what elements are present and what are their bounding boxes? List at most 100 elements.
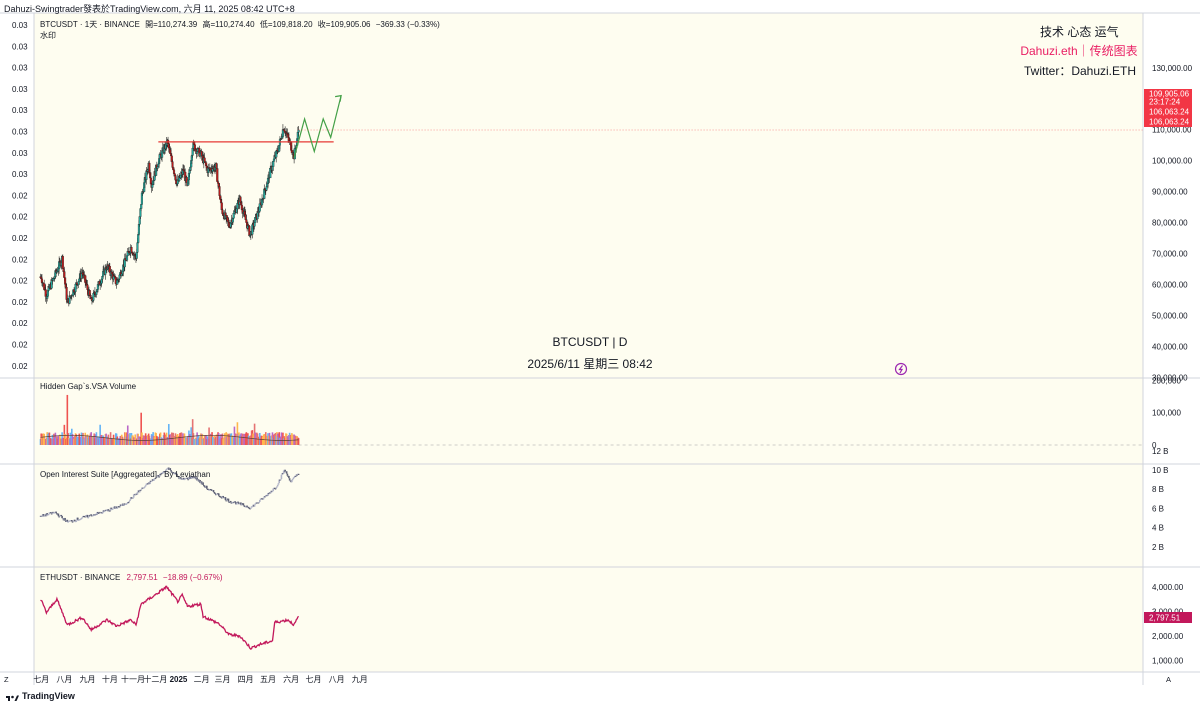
oi-bar — [181, 478, 184, 480]
axes: 130,000.00120,000.00110,000.00100,000.00… — [0, 12, 1200, 685]
auto-scale-button[interactable]: A — [1166, 675, 1172, 684]
oi-bar — [277, 483, 280, 485]
oi-bar — [280, 474, 283, 480]
branding-text: TradingView — [22, 691, 75, 701]
oi-bar — [109, 510, 111, 512]
candle-body-up — [140, 204, 143, 209]
oi-bar — [159, 474, 161, 477]
watermark-label[interactable]: 水印 — [40, 31, 56, 40]
oi-bar — [127, 502, 130, 504]
annotation-author: Dahuzi.eth｜传统图表 — [1020, 44, 1138, 58]
oi-bar — [217, 493, 220, 496]
chart-center-title: BTCUSDT | D — [552, 335, 628, 349]
oi-bar — [272, 488, 275, 491]
time-axis-background — [0, 672, 1200, 686]
oi-bar — [80, 517, 83, 520]
eth-price-line[interactable] — [40, 585, 300, 650]
candle-body-up — [297, 129, 300, 133]
oi-bar — [60, 514, 63, 517]
price-tick-label: 70,000.00 — [1152, 250, 1188, 259]
eth-symbol[interactable]: ETHUSDT · BINANCE — [40, 573, 121, 582]
candle-body-down — [61, 256, 64, 269]
candle-body-up — [135, 252, 138, 259]
oi-bar — [250, 507, 252, 509]
volume-average-line — [40, 434, 299, 441]
volume-bar — [297, 438, 300, 445]
oi-bar — [279, 479, 282, 481]
volume-bar — [191, 419, 194, 445]
oi-bar — [214, 492, 216, 495]
left-scale-label: 0.02 — [12, 319, 28, 328]
time-tick-label: 七月 — [33, 675, 49, 684]
volume-bar — [264, 432, 267, 445]
annotation-slogan: 技术 心态 运气 — [1040, 25, 1119, 39]
lightning-icon[interactable] — [894, 362, 908, 376]
oi-bar — [187, 479, 189, 481]
oi-bar — [149, 480, 151, 485]
oi-bar — [224, 497, 227, 501]
oi-bar — [88, 515, 91, 517]
oi-bar — [138, 489, 141, 493]
left-scale-label: 0.03 — [12, 128, 28, 137]
chart-background — [34, 13, 1143, 685]
ohlc-close: 收=109,905.06 — [317, 20, 371, 29]
price-tick-label: 50,000.00 — [1152, 312, 1188, 321]
oi-bar — [284, 469, 286, 473]
oi-bar — [103, 510, 106, 513]
oi-bar — [90, 514, 93, 516]
oi-bar — [110, 507, 113, 509]
oi-bar — [140, 489, 142, 491]
branding[interactable]: TradingView — [6, 691, 75, 701]
candle-body-down — [216, 168, 219, 182]
volume-pane-title[interactable]: Hidden Gap`s.VSA Volume — [40, 382, 137, 391]
oi-bar — [286, 473, 289, 476]
oi-bar — [67, 521, 69, 523]
oi-bar — [275, 487, 278, 489]
oi-bar — [288, 478, 291, 481]
oi-bar — [246, 505, 248, 508]
left-scale-label: 0.03 — [12, 85, 28, 94]
oi-bar — [94, 514, 96, 516]
oi-bar — [203, 485, 205, 487]
oi-bar — [182, 477, 185, 480]
price-tag-countdown: 23:17:24 — [1149, 98, 1181, 107]
oi-pane-title[interactable]: Open Interest Suite [Aggregated] - By Le… — [40, 470, 211, 479]
projection-path[interactable] — [293, 95, 342, 158]
price-tick-label: 100,000.00 — [1152, 157, 1193, 166]
oi-bar — [258, 501, 260, 504]
oi-bar — [169, 468, 172, 471]
time-tick-label: 2025 — [170, 675, 188, 684]
oi-bar — [116, 507, 119, 509]
volume-bar — [126, 425, 129, 445]
oi-tick-label: 6 B — [1152, 504, 1164, 513]
left-scale-label: 0.02 — [12, 234, 28, 243]
oi-bar — [235, 503, 238, 505]
volume-bar — [140, 412, 142, 445]
zoom-button[interactable]: Z — [4, 675, 9, 684]
oi-bar — [150, 480, 153, 483]
oi-bar — [75, 520, 78, 522]
eth-price-tag: 2,797.51 — [1149, 614, 1181, 623]
candle — [297, 125, 300, 137]
ohlc-high: 高=110,274.40 — [202, 20, 255, 29]
oi-bar — [215, 493, 218, 496]
eth-pane — [40, 585, 300, 650]
oi-bar — [118, 506, 121, 508]
oi-bar — [128, 501, 131, 503]
time-tick-label: 二月 — [194, 675, 210, 684]
eth-change: −18.89 (−0.67%) — [162, 573, 223, 582]
volume-bar — [66, 394, 69, 445]
oi-bar — [262, 497, 265, 500]
left-scale-label: 0.03 — [12, 149, 28, 158]
oi-bar — [174, 472, 177, 475]
oi-bar — [43, 515, 46, 517]
symbol-name[interactable]: BTCUSDT · 1天 · BINANCE — [40, 20, 140, 29]
price-tick-label: 90,000.00 — [1152, 188, 1188, 197]
left-scale-label: 0.03 — [12, 106, 28, 115]
time-tick-label: 八月 — [329, 675, 345, 684]
oi-bar — [120, 504, 123, 506]
oi-bar — [235, 502, 237, 505]
oi-bar — [115, 506, 118, 509]
oi-bar — [132, 494, 135, 498]
